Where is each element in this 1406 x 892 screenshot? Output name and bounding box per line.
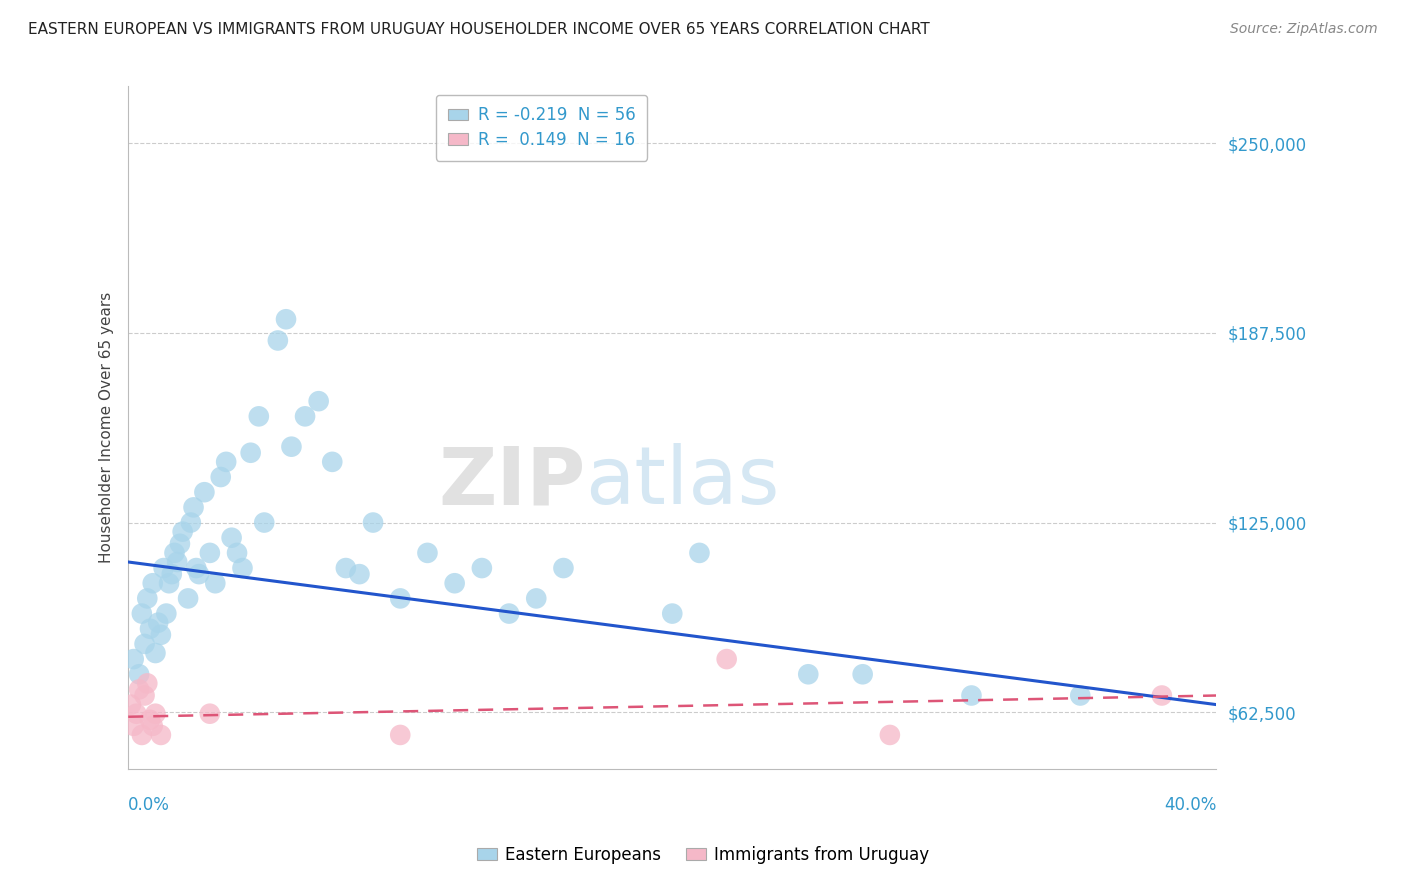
Point (131, 728, 153, 742)
Point (122, 719, 145, 733)
Point (1069, 689, 1091, 703)
Point (183, 500, 205, 515)
Point (253, 516, 276, 530)
Point (204, 576, 226, 591)
Point (145, 646, 167, 660)
Point (239, 446, 262, 460)
Point (1150, 689, 1173, 703)
Point (134, 637, 156, 651)
Point (389, 728, 412, 742)
Point (198, 546, 221, 560)
Point (139, 713, 162, 727)
Point (226, 546, 249, 560)
Point (169, 537, 191, 551)
Point (128, 682, 150, 697)
Point (149, 628, 172, 642)
Text: atlas: atlas (585, 443, 779, 521)
Text: Source: ZipAtlas.com: Source: ZipAtlas.com (1230, 22, 1378, 37)
Point (136, 591, 159, 606)
Legend: R = -0.219  N = 56, R =  0.149  N = 16: R = -0.219 N = 56, R = 0.149 N = 16 (436, 95, 647, 161)
Point (349, 567, 371, 582)
Point (149, 728, 172, 742)
Point (142, 576, 165, 591)
Point (186, 561, 208, 575)
Text: ZIP: ZIP (439, 443, 585, 521)
Point (688, 546, 710, 560)
Point (471, 561, 494, 575)
Point (389, 591, 412, 606)
Text: 40.0%: 40.0% (1164, 797, 1216, 814)
Point (198, 706, 221, 721)
Point (231, 561, 253, 575)
Point (498, 607, 520, 621)
Point (193, 485, 215, 500)
Point (215, 455, 238, 469)
Point (177, 591, 200, 606)
Point (128, 667, 150, 681)
Point (145, 706, 167, 721)
Point (321, 455, 343, 469)
Point (120, 698, 142, 712)
Point (524, 591, 547, 606)
Point (247, 409, 270, 424)
Point (960, 689, 983, 703)
Point (188, 567, 211, 582)
Point (267, 334, 290, 348)
Point (280, 440, 302, 454)
Point (797, 667, 820, 681)
Point (122, 652, 145, 666)
Legend: Eastern Europeans, Immigrants from Uruguay: Eastern Europeans, Immigrants from Urugu… (470, 839, 936, 871)
Y-axis label: Householder Income Over 65 years: Householder Income Over 65 years (100, 292, 114, 564)
Point (142, 719, 165, 733)
Point (172, 524, 194, 539)
Point (163, 546, 186, 560)
Point (716, 652, 738, 666)
Point (157, 576, 180, 591)
Text: 0.0%: 0.0% (128, 797, 170, 814)
Point (852, 667, 875, 681)
Point (146, 615, 169, 630)
Point (134, 689, 156, 703)
Point (221, 531, 243, 545)
Point (180, 516, 202, 530)
Point (209, 470, 232, 484)
Point (416, 546, 439, 560)
Point (879, 728, 901, 742)
Point (443, 576, 465, 591)
Point (553, 561, 575, 575)
Point (308, 394, 330, 409)
Point (166, 555, 188, 569)
Point (361, 516, 384, 530)
Point (274, 312, 297, 326)
Point (335, 561, 357, 575)
Text: EASTERN EUROPEAN VS IMMIGRANTS FROM URUGUAY HOUSEHOLDER INCOME OVER 65 YEARS COR: EASTERN EUROPEAN VS IMMIGRANTS FROM URUG… (28, 22, 929, 37)
Point (125, 706, 148, 721)
Point (294, 409, 316, 424)
Point (160, 567, 183, 582)
Point (136, 676, 159, 690)
Point (661, 607, 683, 621)
Point (139, 622, 162, 636)
Point (155, 607, 177, 621)
Point (152, 561, 174, 575)
Point (131, 607, 153, 621)
